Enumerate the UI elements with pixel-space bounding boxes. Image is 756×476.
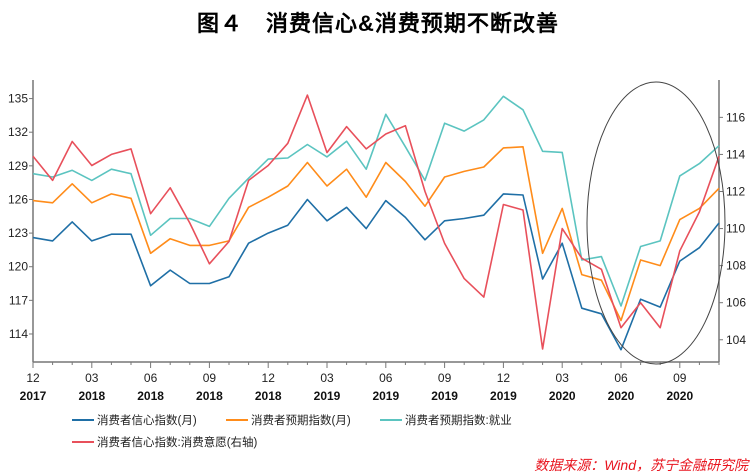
x-tick-label-year: 2018 bbox=[137, 389, 164, 403]
legend-swatch bbox=[380, 419, 402, 421]
y-tick-label-right: 114 bbox=[726, 147, 745, 161]
legend-item-willingness: 消费者信心指数:消费意愿(右轴) bbox=[72, 434, 257, 450]
series-line-3 bbox=[32, 94, 720, 350]
x-tick-label-year: 2017 bbox=[20, 389, 47, 403]
source-note: 数据来源：Wind，苏宁金融研究院 bbox=[534, 457, 748, 473]
y-tick-label-right: 112 bbox=[726, 184, 745, 198]
legend-label: 消费者预期指数(月) bbox=[251, 415, 351, 427]
legend-item-expectation: 消费者预期指数(月) bbox=[226, 412, 351, 428]
x-tick-label-month: 09 bbox=[203, 371, 217, 385]
x-tick-label-year: 2019 bbox=[372, 389, 399, 403]
legend-item-confidence: 消费者信心指数(月) bbox=[72, 412, 197, 428]
y-tick-label-left: 132 bbox=[8, 125, 28, 139]
x-tick-label-month: 06 bbox=[144, 371, 158, 385]
y-tick-label-right: 104 bbox=[726, 333, 746, 347]
y-tick-label-right: 110 bbox=[726, 222, 745, 236]
y-tick-label-left: 120 bbox=[8, 260, 28, 274]
x-tick-label-month: 12 bbox=[497, 371, 511, 385]
x-tick-label-year: 2018 bbox=[196, 389, 223, 403]
y-tick-label-right: 116 bbox=[726, 110, 745, 124]
x-tick-label-year: 2018 bbox=[255, 389, 282, 403]
x-tick-label-year: 2019 bbox=[314, 389, 341, 403]
series-line-2 bbox=[32, 95, 720, 307]
x-tick-label-month: 03 bbox=[556, 371, 570, 385]
x-tick-label-month: 06 bbox=[379, 371, 393, 385]
x-tick-label-month: 06 bbox=[614, 371, 628, 385]
y-tick-label-right: 106 bbox=[726, 296, 746, 310]
y-tick-label-right: 108 bbox=[726, 259, 746, 273]
y-tick-label-left: 114 bbox=[9, 327, 28, 341]
legend-label: 消费者预期指数:就业 bbox=[405, 415, 512, 427]
legend-label: 消费者信心指数:消费意愿(右轴) bbox=[97, 437, 258, 449]
y-tick-label-left: 126 bbox=[8, 192, 28, 206]
series-line-0 bbox=[32, 193, 720, 351]
x-tick-label-month: 03 bbox=[85, 371, 99, 385]
y-tick-label-left: 129 bbox=[8, 159, 28, 173]
y-tick-label-left: 117 bbox=[9, 293, 28, 307]
x-tick-label-year: 2020 bbox=[549, 389, 576, 403]
legend-swatch bbox=[72, 441, 94, 443]
x-tick-label-year: 2019 bbox=[490, 389, 517, 403]
legend-swatch bbox=[72, 419, 94, 421]
y-tick-label-left: 135 bbox=[8, 92, 28, 106]
x-tick-label-month: 12 bbox=[26, 371, 40, 385]
legend-item-employment: 消费者预期指数:就业 bbox=[380, 412, 512, 428]
x-tick-label-month: 03 bbox=[320, 371, 334, 385]
y-tick-label-left: 123 bbox=[8, 226, 28, 240]
x-tick-label-year: 2020 bbox=[608, 389, 635, 403]
x-tick-label-month: 09 bbox=[438, 371, 452, 385]
x-tick-label-month: 12 bbox=[262, 371, 276, 385]
x-tick-label-year: 2018 bbox=[78, 389, 105, 403]
legend-swatch bbox=[226, 419, 248, 421]
x-tick-label-year: 2019 bbox=[431, 389, 458, 403]
x-tick-label-month: 09 bbox=[673, 371, 687, 385]
series-line-1 bbox=[32, 146, 720, 322]
x-tick-label-year: 2020 bbox=[666, 389, 693, 403]
highlight-ellipse bbox=[586, 81, 726, 365]
legend-label: 消费者信心指数(月) bbox=[97, 415, 197, 427]
chart-title: 图４ 消费信心&消费预期不断改善 bbox=[197, 11, 559, 36]
